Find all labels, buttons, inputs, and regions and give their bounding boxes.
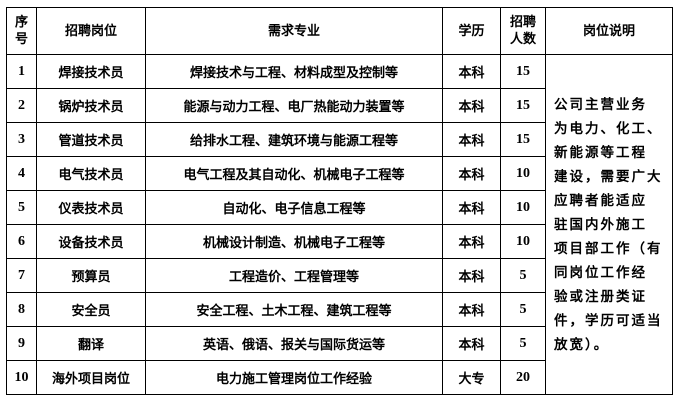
table-row: 10 海外项目岗位 电力施工管理岗位工作经验 大专 20: [6, 360, 673, 395]
table-row: 2 锅炉技术员 能源与动力工程、电厂热能动力装置等 本科 15: [6, 88, 673, 123]
degree-cell: 本科: [442, 88, 501, 123]
count-cell: 10: [500, 224, 546, 259]
description-line: 驻国内外施工: [554, 216, 647, 233]
count-cell: 5: [500, 258, 546, 293]
position-cell: 安全员: [36, 292, 146, 327]
position-cell: 电气技术员: [36, 156, 146, 191]
description-line: 验或注册类证: [554, 288, 647, 305]
position-cell: 管道技术员: [36, 122, 146, 157]
position-cell: 海外项目岗位: [36, 360, 146, 395]
position-cell: 锅炉技术员: [36, 88, 146, 123]
row-number: 8: [6, 292, 37, 327]
count-cell: 5: [500, 326, 546, 361]
row-number: 10: [6, 360, 37, 395]
row-number: 4: [6, 156, 37, 191]
header-count: 招聘人数: [500, 7, 546, 55]
degree-cell: 本科: [442, 156, 501, 191]
row-number: 9: [6, 326, 37, 361]
degree-cell: 本科: [442, 292, 501, 327]
description-line: 为电力、化工、: [554, 120, 663, 137]
description-line: 同岗位工作经: [554, 264, 647, 281]
row-number: 5: [6, 190, 37, 225]
count-cell: 10: [500, 156, 546, 191]
description-line: 公司主营业务: [554, 96, 647, 113]
count-cell: 10: [500, 190, 546, 225]
degree-cell: 本科: [442, 224, 501, 259]
position-description: 公司主营业务 为电力、化工、 新能源等工程 建设，需要广大 应聘者能适应 驻国内外施工 项目…: [545, 54, 673, 395]
count-cell: 15: [500, 54, 546, 89]
table-row: 6 设备技术员 机械设计制造、机械电子工程等 本科 10: [6, 224, 673, 259]
major-cell: 电气工程及其自动化、机械电子工程等: [145, 156, 443, 191]
table-row: 5 仪表技术员 自动化、电子信息工程等 本科 10: [6, 190, 673, 225]
degree-cell: 本科: [442, 190, 501, 225]
row-number: 3: [6, 122, 37, 157]
major-cell: 电力施工管理岗位工作经验: [145, 360, 443, 395]
header-degree: 学历: [442, 7, 501, 55]
count-cell: 20: [500, 360, 546, 395]
row-number: 2: [6, 88, 37, 123]
major-cell: 机械设计制造、机械电子工程等: [145, 224, 443, 259]
table-row: 3 管道技术员 给排水工程、建筑环境与能源工程等 本科 15: [6, 122, 673, 157]
header-position: 招聘岗位: [36, 7, 146, 55]
table-row: 1 焊接技术员 焊接技术与工程、材料成型及控制等 本科 15 公司主营业务 为电力、化工、新…: [6, 54, 673, 395]
count-cell: 15: [500, 122, 546, 157]
recruitment-table: 序号 招聘岗位 需求专业 学历 招聘人数 岗位说明 1 焊接技术员 焊接技术与工程、…: [6, 7, 673, 395]
major-cell: 给排水工程、建筑环境与能源工程等: [145, 122, 443, 157]
major-cell: 英语、俄语、报关与国际货运等: [145, 326, 443, 361]
major-cell: 工程造价、工程管理等: [145, 258, 443, 293]
row-number: 7: [6, 258, 37, 293]
header-no: 序号: [6, 7, 37, 55]
degree-cell: 大专: [442, 360, 501, 395]
degree-cell: 本科: [442, 326, 501, 361]
table-row: 7 预算员 工程造价、工程管理等 本科 5: [6, 258, 673, 293]
description-line: 项目部工作（有: [554, 240, 663, 257]
table-row: 9 翻译 英语、俄语、报关与国际货运等 本科 5: [6, 326, 673, 361]
major-cell: 焊接技术与工程、材料成型及控制等: [145, 54, 443, 89]
position-cell: 仪表技术员: [36, 190, 146, 225]
table-row: 4 电气技术员 电气工程及其自动化、机械电子工程等 本科 10: [6, 156, 673, 191]
major-cell: 能源与动力工程、电厂热能动力装置等: [145, 88, 443, 123]
count-cell: 15: [500, 88, 546, 123]
degree-cell: 本科: [442, 54, 501, 89]
major-cell: 自动化、电子信息工程等: [145, 190, 443, 225]
position-cell: 预算员: [36, 258, 146, 293]
header-description: 岗位说明: [545, 7, 673, 55]
count-cell: 5: [500, 292, 546, 327]
degree-cell: 本科: [442, 258, 501, 293]
description-line: 件，学历可适当: [554, 312, 663, 329]
description-line: 建设，需要广大: [554, 168, 663, 185]
degree-cell: 本科: [442, 122, 501, 157]
header-major: 需求专业: [145, 7, 443, 55]
major-cell: 安全工程、土木工程、建筑工程等: [145, 292, 443, 327]
position-cell: 翻译: [36, 326, 146, 361]
description-line: 新能源等工程: [554, 144, 647, 161]
header-row: 序号 招聘岗位 需求专业 学历 招聘人数 岗位说明: [6, 7, 673, 55]
row-number: 1: [6, 54, 37, 89]
position-cell: 焊接技术员: [36, 54, 146, 89]
description-line: 放宽）。: [554, 336, 610, 353]
position-cell: 设备技术员: [36, 224, 146, 259]
description-line: 应聘者能适应: [554, 192, 647, 209]
row-number: 6: [6, 224, 37, 259]
